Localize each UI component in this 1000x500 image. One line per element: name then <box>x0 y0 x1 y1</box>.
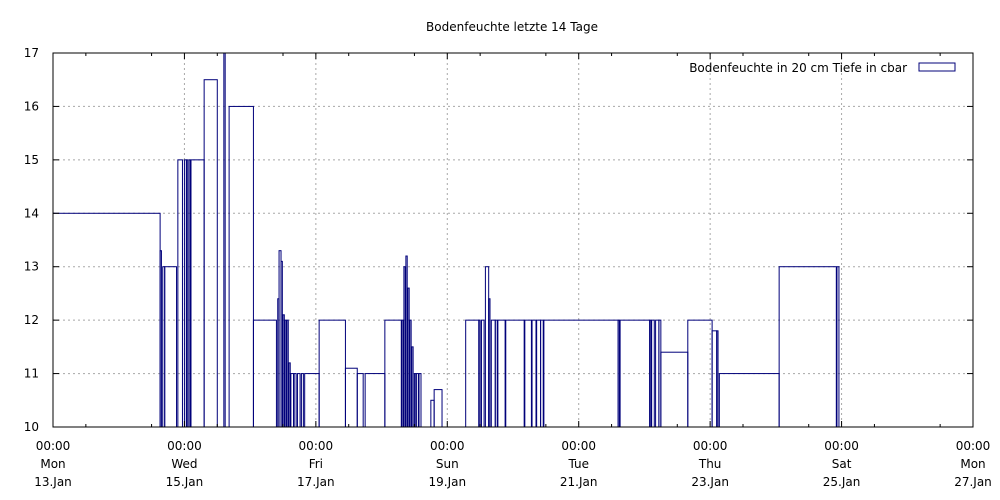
bars-layer <box>52 52 840 428</box>
data-bar <box>836 266 840 428</box>
data-bar <box>413 373 417 428</box>
data-bar <box>300 373 304 428</box>
chart-title: Bodenfeuchte letzte 14 Tage <box>426 20 598 34</box>
x-tick-label: 21.Jan <box>560 475 598 489</box>
x-tick-label: 23.Jan <box>691 475 729 489</box>
data-bar <box>185 159 189 428</box>
x-tick-label: 00:00 <box>693 439 728 453</box>
data-bar <box>433 389 443 428</box>
data-bar <box>223 52 226 428</box>
data-bar <box>409 319 412 428</box>
data-bar <box>494 319 498 428</box>
y-tick-label: 16 <box>24 99 39 113</box>
data-bar <box>293 373 297 428</box>
x-tick-label: Wed <box>171 457 197 471</box>
axis-layer: 10 11 12 13 14 15 16 17 00:00 Mon 13.Jan 00:00 Wed 15… <box>24 46 992 489</box>
data-bar <box>411 346 414 428</box>
data-bar <box>480 319 485 428</box>
data-bar <box>778 266 837 428</box>
data-bar <box>304 373 320 428</box>
x-tick-label: Sat <box>832 457 852 471</box>
x-tick-label: Mon <box>40 457 65 471</box>
legend: Bodenfeuchte in 20 cm Tiefe in cbar <box>689 61 956 75</box>
data-bar <box>711 330 718 428</box>
x-tick-label: 13.Jan <box>34 475 72 489</box>
x-tick-label: 25.Jan <box>823 475 861 489</box>
plot-frame <box>52 52 974 428</box>
y-tick-label: 12 <box>24 313 39 327</box>
data-bar <box>660 351 689 428</box>
data-bar <box>190 159 205 428</box>
data-bar <box>718 373 780 428</box>
data-bar <box>188 159 191 428</box>
x-tick-label: Tue <box>567 457 589 471</box>
data-bar <box>296 373 301 428</box>
data-bar <box>488 298 491 428</box>
y-tick-label: 10 <box>24 420 39 434</box>
data-bar <box>203 79 218 428</box>
x-tick-label: 00:00 <box>299 439 334 453</box>
data-bar <box>364 373 386 428</box>
x-tick-label: Fri <box>309 457 323 471</box>
x-tick-label: 00:00 <box>956 439 991 453</box>
data-bar <box>716 330 719 428</box>
legend-label: Bodenfeuchte in 20 cm Tiefe in cbar <box>689 61 907 75</box>
data-bar <box>415 373 419 428</box>
data-bar <box>543 319 619 428</box>
y-tick-label: 13 <box>24 260 39 274</box>
data-bar <box>649 319 652 428</box>
x-tick-label: 00:00 <box>824 439 859 453</box>
data-bar <box>418 373 422 428</box>
legend-swatch <box>918 62 956 72</box>
data-bar <box>288 362 291 428</box>
data-bar <box>284 319 287 428</box>
data-bar <box>159 250 162 428</box>
data-bar <box>282 314 285 428</box>
y-tick-label: 17 <box>24 46 39 60</box>
x-tick-label: 17.Jan <box>297 475 335 489</box>
y-tick-label: 11 <box>24 367 39 381</box>
data-bar <box>407 287 410 428</box>
data-bar <box>401 319 404 428</box>
y-tick-label: 14 <box>24 206 39 220</box>
data-bar <box>290 373 295 428</box>
y-tick-label: 15 <box>24 153 39 167</box>
data-bar <box>465 319 480 428</box>
data-bar <box>164 266 178 428</box>
data-bar <box>540 319 544 428</box>
x-tick-label: 19.Jan <box>428 475 466 489</box>
x-tick-label: Thu <box>698 457 722 471</box>
x-tick-label: 15.Jan <box>166 475 204 489</box>
x-tick-label: 00:00 <box>430 439 465 453</box>
x-tick-label: Sun <box>436 457 459 471</box>
data-bar <box>177 159 183 428</box>
x-tick-label: 00:00 <box>561 439 596 453</box>
x-tick-label: 00:00 <box>167 439 202 453</box>
data-bar <box>403 266 406 428</box>
x-tick-label: Mon <box>960 457 985 471</box>
data-bar <box>286 319 289 428</box>
x-tick-label: 00:00 <box>36 439 71 453</box>
x-tick-label: 27.Jan <box>954 475 992 489</box>
data-bar <box>280 260 283 428</box>
data-bar <box>405 255 408 428</box>
data-bar <box>344 367 358 428</box>
data-bar <box>356 373 364 428</box>
data-bar <box>651 319 655 428</box>
